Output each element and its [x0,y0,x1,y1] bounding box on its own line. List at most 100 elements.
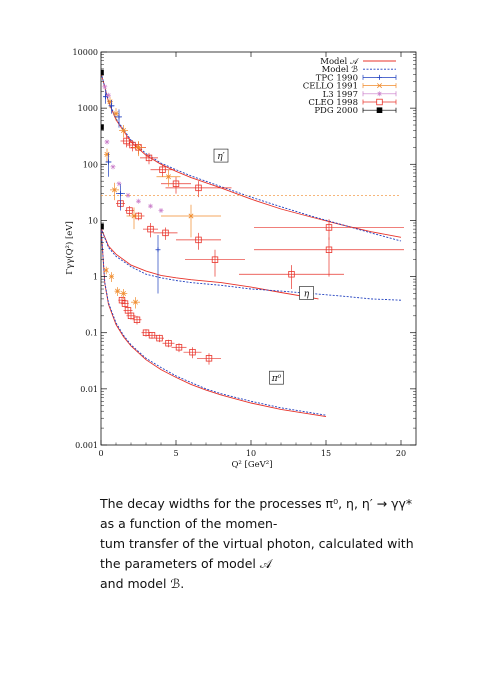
plot-frame [100,51,417,446]
data-point [136,144,141,150]
model-curve-pi0 [101,226,327,416]
data-points [101,69,404,365]
data-point [159,166,166,173]
data-point [109,274,114,280]
data-point [133,316,141,323]
y-tick-label: 100 [83,160,98,169]
process-label-text: π⁰ [271,374,282,384]
data-point [156,334,163,342]
data-point [121,300,129,307]
data-point [195,184,202,192]
decay-width-chart: 0 5 10 15 20 0.001 0.01 0.1 1 10 100 1000 10000 η′ η π… [64,48,417,470]
y-tick-label: 10000 [73,48,98,57]
data-point [125,192,131,198]
data-point [325,224,333,231]
data-point [148,332,156,339]
axis-ticks: 0 5 10 15 20 0.001 0.01 0.1 1 10 100 1000 10000 [73,48,416,458]
data-point [148,203,153,209]
data-point [115,288,120,294]
data-point [166,174,171,180]
model-curve-pi0 [101,226,327,418]
process-label-text: η [304,289,310,299]
data-point [102,84,108,90]
legend-marker [376,98,383,106]
figure-caption: The decay widths for the processes π⁰, η… [100,494,430,594]
x-tick-label: 20 [396,449,406,458]
data-point [127,312,135,320]
legend-marker [376,107,383,113]
data-point [205,355,213,362]
x-tick-label: 15 [321,449,331,458]
x-tick-label: 0 [98,449,103,458]
data-point [147,225,154,233]
data-point [103,267,109,273]
x-tick-label: 10 [246,449,256,458]
model-curve-eta_prime [101,72,402,242]
data-point [101,69,104,76]
legend-label: Model ℬ [322,65,359,75]
data-point [116,114,122,120]
data-point [155,247,161,253]
y-tick-label: 0.01 [80,385,98,394]
y-tick-label: 0.001 [75,441,98,450]
data-point [106,92,111,98]
y-axis-label: Γγγ(Q²) [eV] [64,221,75,275]
legend-marker [377,91,382,97]
data-point [116,181,122,187]
model-curve-eta_prime [101,72,402,238]
data-point [112,187,117,193]
legend-label: TPC 1990 [316,73,358,83]
data-point [131,213,137,219]
process-label-box [299,286,314,300]
process-label-box [269,370,284,385]
data-point [165,340,172,347]
legend-label: CELLO 1991 [303,82,358,92]
data-point [121,128,126,133]
data-point [109,103,114,109]
x-axis-label: Q² [GeV²] [231,460,272,470]
y-tick-label: 1000 [78,104,98,113]
caption-line-2: tum transfer of the virtual photon, calc… [100,536,414,571]
data-point [175,344,183,351]
x-tick-label: 5 [173,449,178,458]
caption-line-3: and model ℬ. [100,576,185,591]
data-point [145,154,153,162]
data-point [133,299,138,305]
y-tick-label: 0.1 [85,329,98,338]
data-point [113,111,119,117]
data-point [123,137,130,145]
legend-label: L3 1997 [323,90,358,100]
process-label-text: η′ [217,152,224,162]
legend-label: PDG 2000 [314,106,358,116]
data-point [106,159,111,165]
data-point [211,256,219,263]
data-point [325,246,333,253]
legend-marker [377,83,382,89]
y-tick-label: 10 [88,216,98,225]
data-point [288,271,295,278]
model-curve-eta [101,227,402,301]
data-point [126,207,133,214]
data-point [101,124,104,130]
data-point [136,198,141,204]
legend-label: Model 𝒜 [320,57,360,67]
caption-line-1: The decay widths for the processes π⁰, η… [100,496,413,531]
data-point [110,164,116,170]
data-point [188,213,194,219]
model-curve-eta [101,227,319,300]
data-point [172,180,180,187]
legend-marker [377,74,382,80]
data-point [118,191,123,197]
y-tick-label: 1 [93,273,98,282]
data-point [101,223,104,230]
data-point [189,348,196,356]
legend-label: CLEO 1998 [308,98,358,108]
data-point [104,139,110,145]
model-curves [101,72,402,418]
data-point [162,229,169,237]
process-label-box [213,148,229,163]
data-point [158,208,164,214]
data-point [195,236,202,244]
data-point [121,290,126,296]
